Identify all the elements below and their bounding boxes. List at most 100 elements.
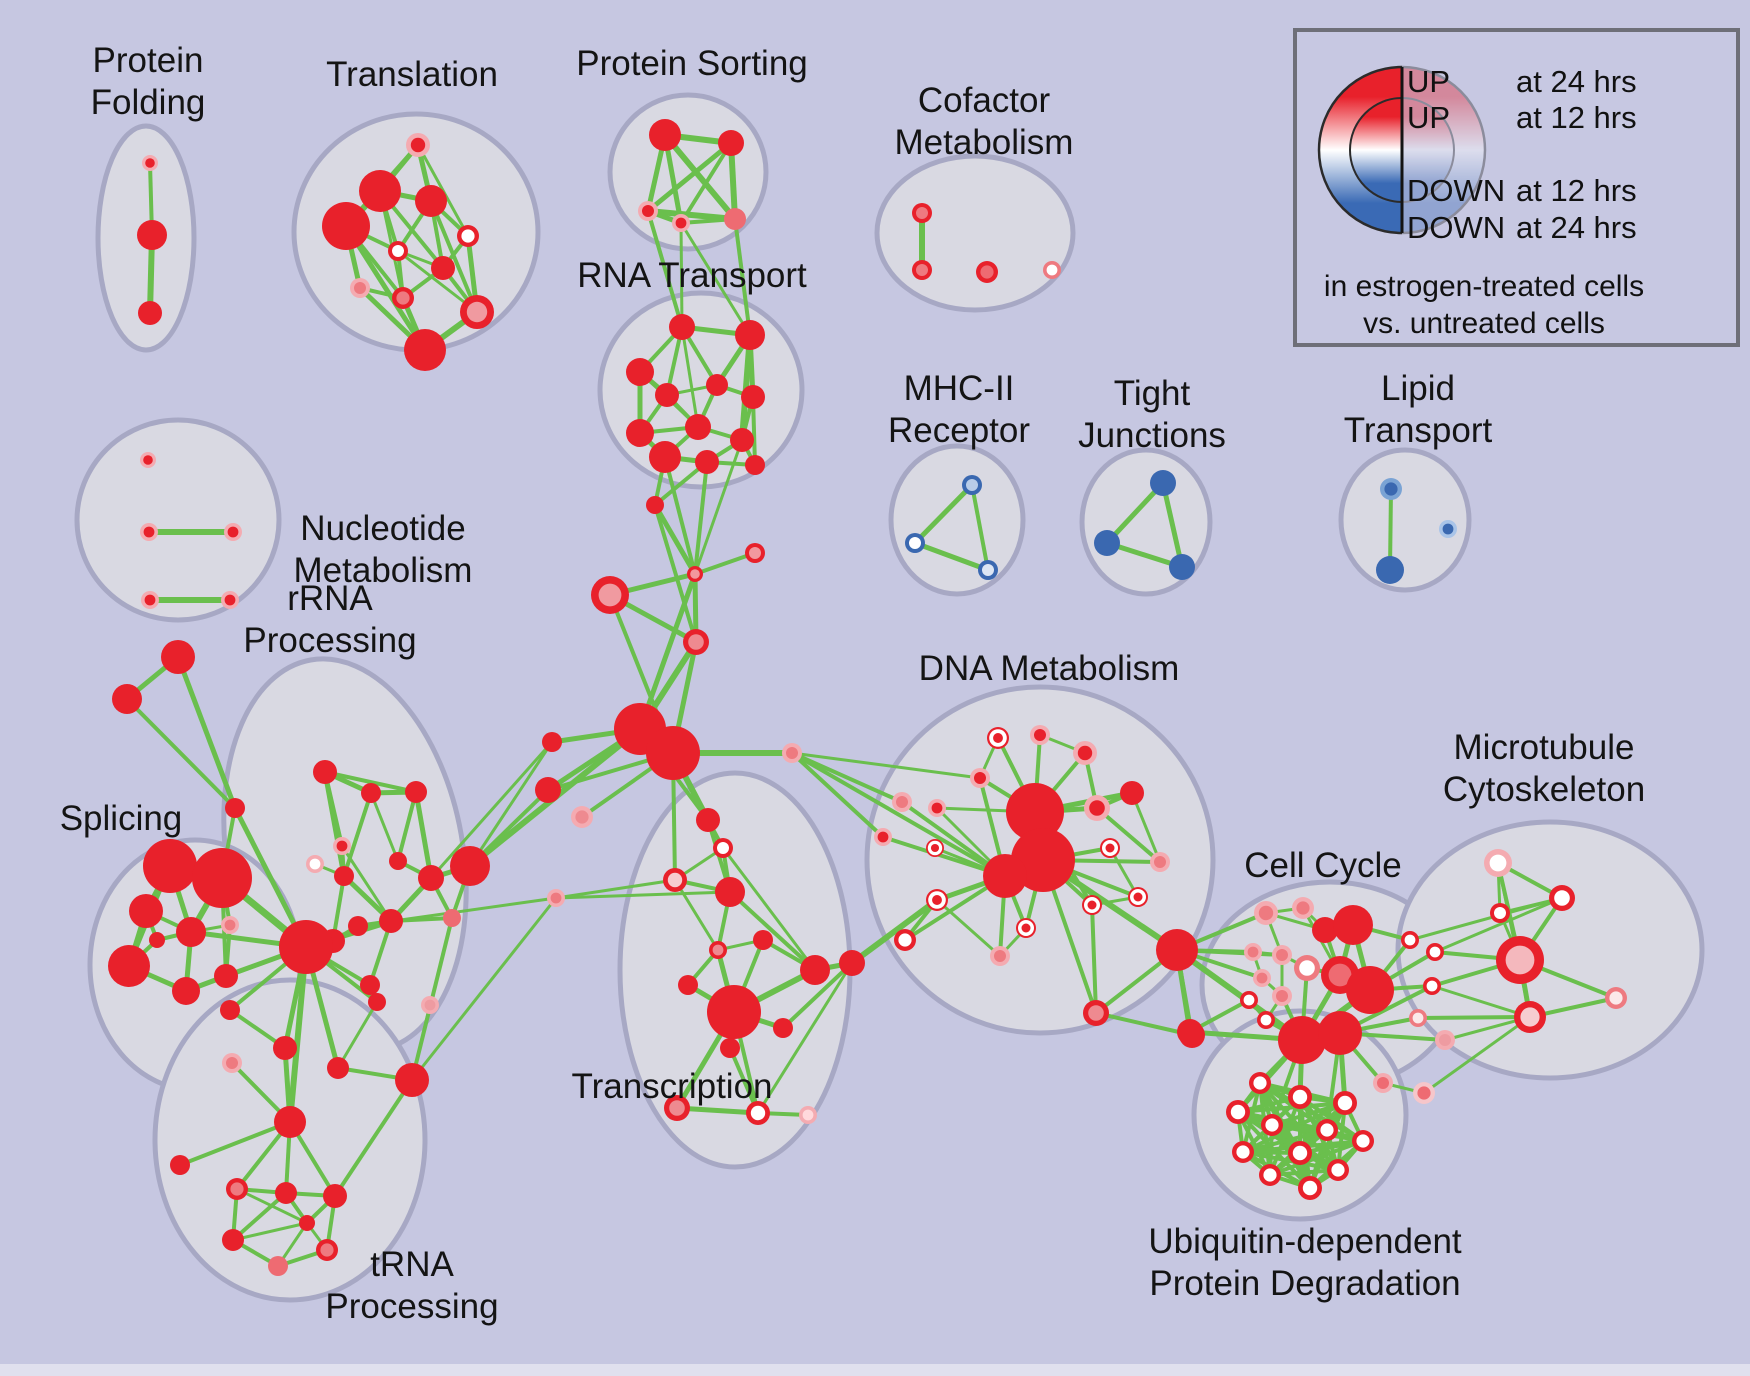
node-cc13[interactable] — [1257, 1011, 1275, 1029]
node-ub9[interactable] — [1288, 1141, 1312, 1165]
node-cc15[interactable] — [1318, 1011, 1362, 1055]
node-rt12[interactable] — [745, 455, 765, 475]
node-rr13[interactable] — [279, 920, 333, 974]
node-n1[interactable] — [542, 732, 562, 752]
node-trA[interactable] — [161, 640, 195, 674]
node-rr4[interactable] — [333, 837, 351, 855]
node-ub6[interactable] — [1316, 1119, 1338, 1141]
node-tx5[interactable] — [547, 889, 565, 907]
node-dm19[interactable] — [990, 946, 1010, 966]
node-nm2[interactable] — [140, 523, 158, 541]
node-cc12[interactable] — [1346, 966, 1394, 1014]
node-tr15[interactable] — [368, 993, 386, 1011]
node-ub10[interactable] — [1327, 1159, 1349, 1181]
node-tx4[interactable] — [715, 877, 745, 907]
node-rr16[interactable] — [443, 909, 461, 927]
node-nm4[interactable] — [141, 591, 159, 609]
node-tx12[interactable] — [720, 1038, 740, 1058]
node-tx8[interactable] — [678, 975, 698, 995]
node-cc20[interactable] — [1409, 1009, 1427, 1027]
node-sp8[interactable] — [214, 964, 238, 988]
node-tr11[interactable] — [268, 1256, 288, 1276]
node-mh3[interactable] — [978, 560, 998, 580]
node-dm8[interactable] — [926, 839, 944, 857]
node-tr14[interactable] — [395, 1063, 429, 1097]
node-rt2[interactable] — [735, 320, 765, 350]
node-cf1[interactable] — [912, 203, 932, 223]
node-cc7[interactable] — [1294, 955, 1320, 981]
node-rt10[interactable] — [649, 441, 681, 473]
node-dm3[interactable] — [1073, 741, 1097, 765]
node-rt6[interactable] — [741, 385, 765, 409]
node-sp5[interactable] — [221, 916, 239, 934]
node-rr15[interactable] — [360, 975, 380, 995]
node-tx13[interactable] — [664, 1095, 690, 1121]
node-mt5[interactable] — [1514, 1001, 1546, 1033]
node-trC[interactable] — [225, 798, 245, 818]
node-ch4[interactable] — [745, 543, 765, 563]
node-cc10[interactable] — [1272, 986, 1292, 1006]
node-tx11[interactable] — [773, 1018, 793, 1038]
node-cc19[interactable] — [1423, 977, 1441, 995]
node-cc3[interactable] — [1312, 917, 1338, 943]
node-sp1[interactable] — [143, 839, 197, 893]
node-tl8[interactable] — [350, 278, 370, 298]
node-rt5[interactable] — [706, 374, 728, 396]
node-cf4[interactable] — [1043, 261, 1061, 279]
node-nm3[interactable] — [224, 523, 242, 541]
node-sp9[interactable] — [149, 932, 165, 948]
node-rr5[interactable] — [306, 855, 324, 873]
node-mt1[interactable] — [1484, 849, 1512, 877]
node-n3[interactable] — [571, 806, 593, 828]
node-tx10[interactable] — [707, 985, 761, 1039]
node-cf2[interactable] — [912, 260, 932, 280]
node-mt6[interactable] — [1605, 987, 1627, 1009]
node-lp2[interactable] — [1376, 556, 1404, 584]
node-cc18[interactable] — [1426, 943, 1444, 961]
node-ub8[interactable] — [1232, 1141, 1254, 1163]
node-ub2[interactable] — [1288, 1085, 1312, 1109]
node-tr9[interactable] — [222, 1229, 244, 1251]
node-mt2[interactable] — [1549, 885, 1575, 911]
node-dm9[interactable] — [1006, 783, 1064, 841]
node-cc23[interactable] — [1413, 1082, 1435, 1104]
node-pf1[interactable] — [142, 155, 158, 171]
node-tl3[interactable] — [322, 202, 370, 250]
node-rt7[interactable] — [685, 414, 711, 440]
node-dm7[interactable] — [874, 828, 892, 846]
node-ch3[interactable] — [683, 629, 709, 655]
node-tr1[interactable] — [220, 1000, 240, 1020]
node-sp2[interactable] — [192, 848, 252, 908]
node-hubB[interactable] — [646, 726, 700, 780]
node-tr10[interactable] — [316, 1239, 338, 1261]
node-cc4[interactable] — [1333, 905, 1373, 945]
node-dm17[interactable] — [1082, 895, 1102, 915]
node-ub3[interactable] — [1333, 1091, 1357, 1115]
node-ps4[interactable] — [672, 214, 690, 232]
node-ps1[interactable] — [649, 119, 681, 151]
node-tl6[interactable] — [388, 241, 408, 261]
node-rr10[interactable] — [379, 909, 403, 933]
node-tr12[interactable] — [299, 1215, 315, 1231]
node-ch2[interactable] — [591, 576, 629, 614]
node-mt4[interactable] — [1496, 936, 1544, 984]
node-dm18[interactable] — [1016, 918, 1036, 938]
node-tx14[interactable] — [746, 1101, 770, 1125]
node-dm16[interactable] — [1128, 887, 1148, 907]
node-cc5[interactable] — [1244, 943, 1262, 961]
node-ub12[interactable] — [1298, 1176, 1322, 1200]
node-cc21[interactable] — [1435, 1030, 1455, 1050]
node-rt8[interactable] — [626, 419, 654, 447]
node-ps3[interactable] — [638, 201, 658, 221]
node-rr8[interactable] — [418, 865, 444, 891]
node-lp3[interactable] — [1439, 520, 1457, 538]
node-tl11[interactable] — [404, 329, 446, 371]
node-tj1[interactable] — [1150, 470, 1176, 496]
node-rt9[interactable] — [730, 428, 754, 452]
node-pf3[interactable] — [138, 301, 162, 325]
node-tr6[interactable] — [226, 1178, 248, 1200]
node-cc16[interactable] — [1177, 1019, 1203, 1045]
node-sp4[interactable] — [176, 917, 206, 947]
node-rt3[interactable] — [626, 358, 654, 386]
node-B1[interactable] — [782, 743, 802, 763]
